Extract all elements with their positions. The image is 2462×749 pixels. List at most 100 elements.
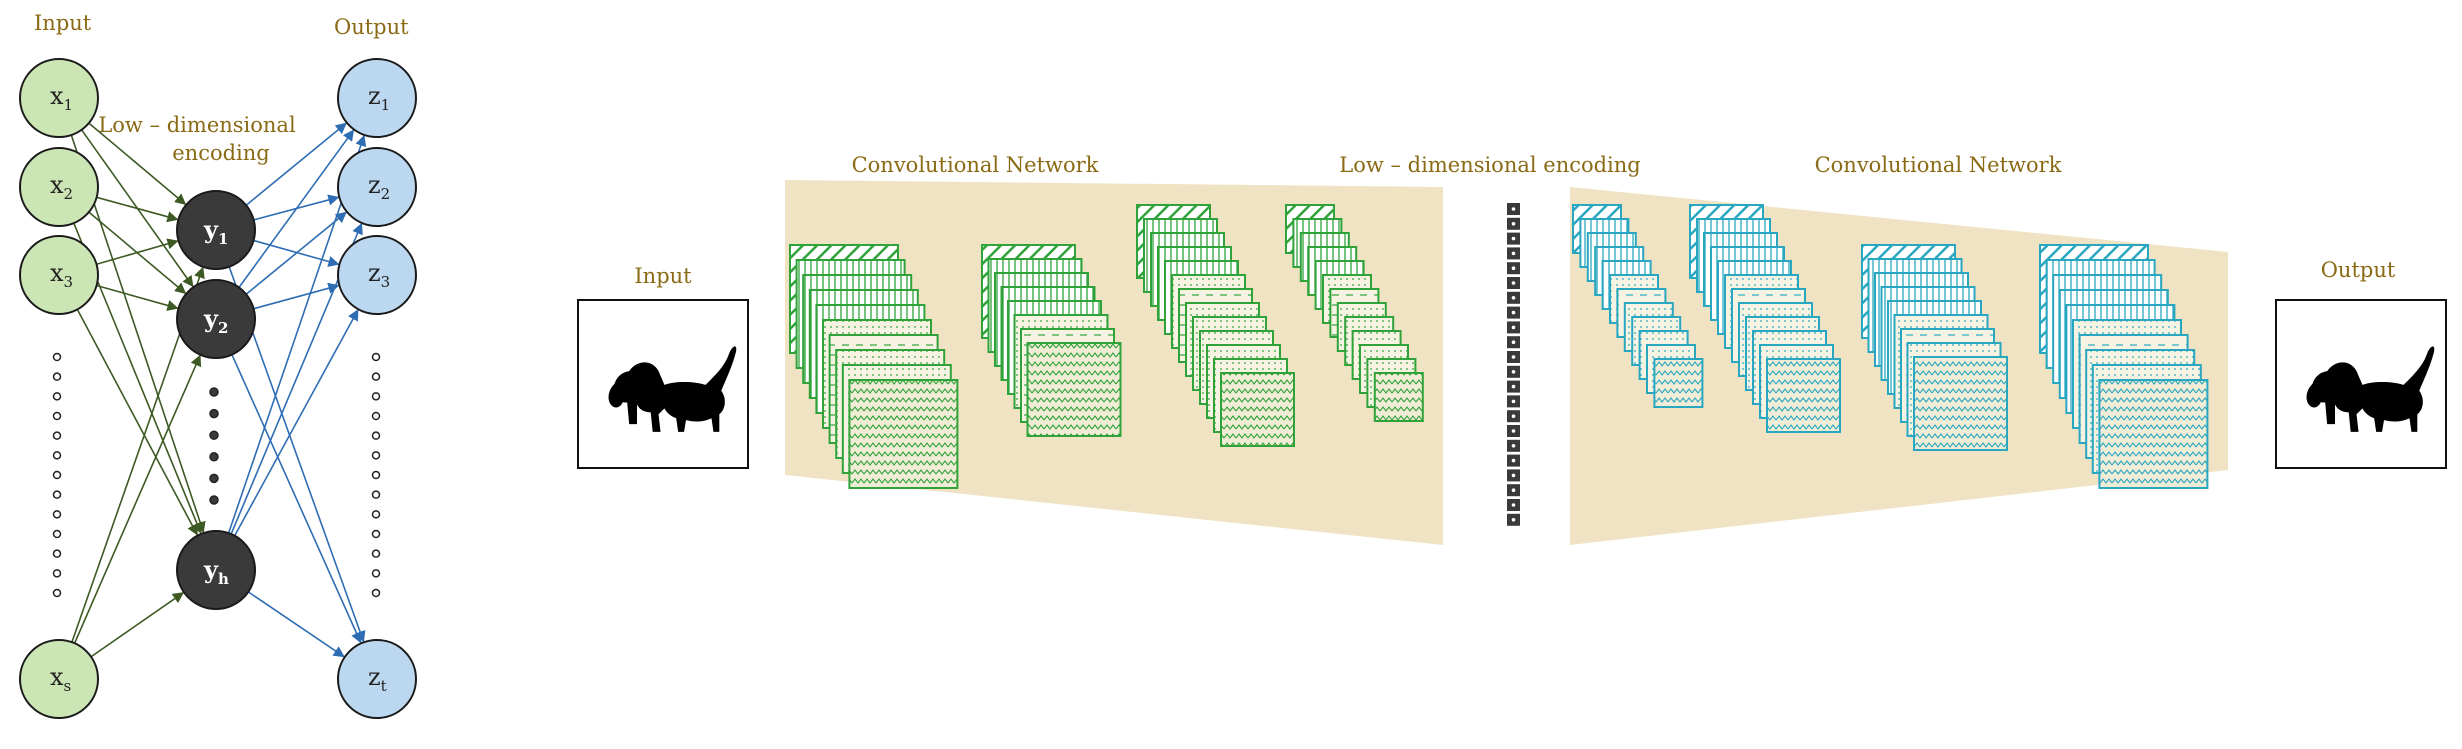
feature-map-stacks bbox=[789, 204, 2209, 489]
ellipsis-dot bbox=[209, 408, 219, 419]
feature-map-stack bbox=[981, 244, 1122, 437]
output-image bbox=[2275, 299, 2447, 469]
ellipsis-dot bbox=[371, 392, 381, 401]
hidden-node: y1 bbox=[176, 190, 256, 270]
connection-arrow bbox=[88, 122, 187, 205]
input-node: xs bbox=[19, 639, 99, 719]
conv-autoencoder: Convolutional Network Low – dimensional … bbox=[577, 153, 2447, 545]
connection-arrow bbox=[245, 122, 347, 206]
connection-arrow bbox=[247, 591, 345, 658]
code-unit-dot bbox=[1511, 355, 1516, 359]
code-unit-dot bbox=[1511, 503, 1516, 507]
ellipsis-dot bbox=[209, 473, 219, 484]
connection-arrow bbox=[96, 284, 179, 311]
output-node: z2 bbox=[337, 147, 417, 227]
code-unit-dot bbox=[1511, 458, 1516, 463]
feature-map-stack bbox=[1861, 244, 2008, 451]
code-unit-dot bbox=[1511, 488, 1516, 493]
input-image bbox=[577, 299, 749, 469]
svg-text:z3: z3 bbox=[368, 259, 390, 291]
ellipsis-dot bbox=[371, 490, 381, 499]
code-unit-dot bbox=[1511, 251, 1516, 256]
fc-input-label: Input bbox=[34, 11, 92, 35]
svg-text:x1: x1 bbox=[50, 82, 73, 114]
fc-autoencoder: Input Output Low – dimensional encoding … bbox=[19, 11, 417, 719]
ellipsis-dot bbox=[371, 510, 381, 519]
decoder-label: Convolutional Network bbox=[1815, 153, 2062, 177]
conv-output-label: Output bbox=[2321, 258, 2396, 282]
code-unit-dot bbox=[1511, 325, 1516, 330]
hidden-node: yh bbox=[176, 530, 256, 610]
code-unit-dot bbox=[1511, 222, 1516, 226]
ellipsis-dot bbox=[52, 431, 62, 440]
ellipsis-dot bbox=[52, 470, 62, 480]
connection-arrow bbox=[238, 129, 355, 288]
code-unit-dot bbox=[1511, 281, 1516, 285]
output-node: z3 bbox=[337, 235, 417, 315]
code-unit-dot bbox=[1511, 414, 1516, 419]
input-ellipsis bbox=[52, 352, 62, 598]
ellipsis-dot bbox=[52, 588, 62, 598]
low-dimensional-code bbox=[1507, 203, 1520, 526]
ellipsis-dot bbox=[52, 549, 62, 558]
ellipsis-dot bbox=[371, 431, 381, 440]
ellipsis-dot bbox=[371, 411, 381, 421]
code-unit-dot bbox=[1511, 340, 1516, 345]
ellipsis-dot bbox=[371, 451, 381, 460]
connection-arrow bbox=[231, 354, 362, 644]
ellipsis-dot bbox=[52, 451, 62, 460]
feature-map bbox=[1220, 372, 1295, 447]
output-node: z1 bbox=[337, 58, 417, 138]
svg-text:y2: y2 bbox=[203, 304, 228, 337]
feature-map bbox=[1373, 372, 1424, 422]
feature-map-stack bbox=[1285, 204, 1424, 422]
ellipsis-dot bbox=[209, 452, 219, 462]
input-node: x1 bbox=[19, 58, 99, 138]
encoder-label: Convolutional Network bbox=[852, 153, 1099, 177]
feature-map bbox=[848, 379, 959, 489]
svg-text:x2: x2 bbox=[50, 171, 73, 203]
feature-map-stack bbox=[2039, 244, 2209, 489]
ellipsis-dot bbox=[52, 372, 62, 381]
hidden-node: y2 bbox=[176, 279, 256, 359]
feature-map bbox=[1653, 358, 1704, 408]
ellipsis-dot bbox=[52, 490, 62, 499]
code-unit-dot bbox=[1511, 429, 1516, 433]
ellipsis-dot bbox=[52, 510, 62, 519]
ellipsis-dot bbox=[371, 372, 381, 381]
input-node: x2 bbox=[19, 147, 99, 227]
feature-map bbox=[1913, 356, 2008, 451]
ellipsis-dot bbox=[371, 569, 381, 578]
ellipsis-dot bbox=[209, 495, 219, 505]
svg-text:z2: z2 bbox=[368, 171, 390, 203]
ellipsis-dot bbox=[371, 588, 381, 598]
input-node: x3 bbox=[19, 235, 99, 315]
ellipsis-dot bbox=[371, 549, 381, 558]
connection-arrow bbox=[253, 282, 340, 310]
ellipsis-dot bbox=[371, 470, 381, 480]
code-unit-dot bbox=[1511, 518, 1516, 522]
connection-arrow bbox=[90, 592, 185, 658]
feature-map bbox=[1766, 358, 1841, 433]
feature-map-stack bbox=[1572, 204, 1704, 408]
ellipsis-dot bbox=[52, 411, 62, 421]
svg-text:y1: y1 bbox=[203, 215, 228, 248]
svg-text:yh: yh bbox=[203, 555, 229, 588]
code-unit-dot bbox=[1511, 370, 1516, 374]
conv-input-label: Input bbox=[634, 264, 692, 288]
svg-text:zt: zt bbox=[368, 663, 387, 695]
ellipsis-dot bbox=[371, 352, 381, 362]
ellipsis-dot bbox=[52, 352, 62, 362]
ellipsis-dot bbox=[52, 392, 62, 401]
connection-arrow bbox=[245, 211, 347, 295]
output-ellipsis bbox=[371, 352, 381, 598]
connection-arrow bbox=[76, 309, 198, 536]
code-unit-dot bbox=[1511, 384, 1516, 389]
connection-arrow bbox=[96, 196, 179, 223]
code-unit-dot bbox=[1511, 236, 1516, 241]
ellipsis-dot bbox=[52, 569, 62, 578]
connection-arrow bbox=[73, 354, 202, 644]
feature-map-stack bbox=[1136, 204, 1295, 447]
code-unit-dot bbox=[1511, 296, 1516, 300]
